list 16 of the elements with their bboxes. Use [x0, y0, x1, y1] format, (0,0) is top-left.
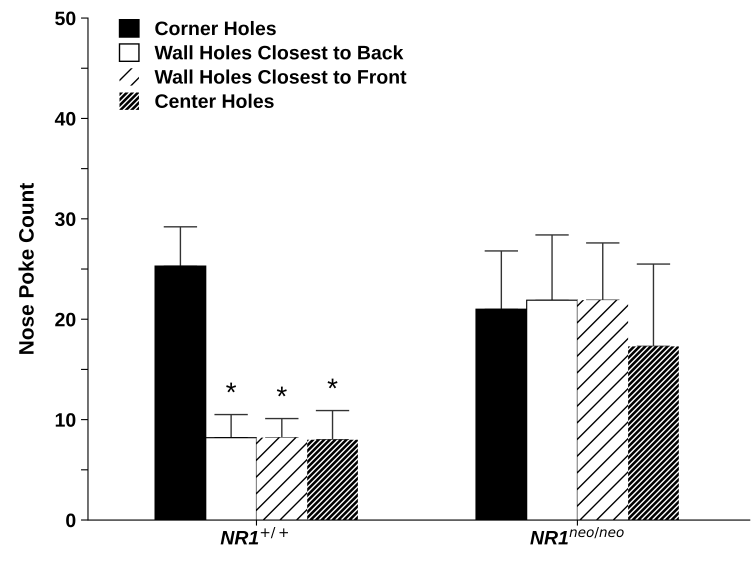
legend-label: Corner Holes	[155, 20, 276, 36]
y-tick-label: 40	[54, 112, 76, 126]
y-tick-label: 0	[66, 513, 76, 528]
y-tick-label: 50	[55, 12, 76, 26]
y-tick-label: 30	[55, 212, 76, 226]
legend-label: Wall Holes Closest to Back	[154, 45, 404, 60]
legend-label: Center Holes	[155, 94, 274, 108]
y-tick-label: 20	[55, 312, 76, 326]
y-tick-label: 10	[56, 413, 76, 427]
annotation: *	[276, 386, 287, 396]
annotation: *	[328, 378, 338, 388]
legend-label: Wall Holes Closest to Front	[154, 69, 406, 84]
annotation: *	[226, 382, 236, 392]
x-tick-label: NR1$^{neo/neo}$	[530, 527, 624, 544]
x-tick-label: NR1$^{+/+}$	[220, 527, 288, 544]
y-axis-title: Nose Poke Count	[18, 183, 34, 354]
